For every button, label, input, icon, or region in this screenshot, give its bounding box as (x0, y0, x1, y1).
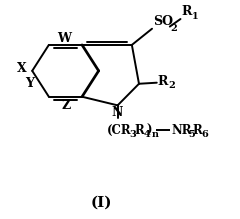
Text: W: W (57, 32, 71, 44)
Text: R: R (182, 5, 192, 18)
Text: 2: 2 (170, 24, 177, 33)
Text: SO: SO (153, 15, 173, 28)
Text: R: R (134, 124, 144, 137)
Text: 3: 3 (130, 130, 136, 139)
Text: 1: 1 (192, 12, 198, 21)
Text: NR: NR (171, 124, 192, 137)
Text: N: N (111, 106, 123, 119)
Text: Y: Y (25, 77, 34, 90)
Text: 5: 5 (188, 130, 195, 139)
Text: R: R (192, 124, 202, 137)
Text: X: X (17, 62, 26, 75)
Text: (CR: (CR (107, 124, 132, 137)
Text: ): ) (147, 124, 152, 137)
Text: 2: 2 (168, 81, 175, 90)
Text: 6: 6 (202, 130, 209, 139)
Text: 4: 4 (144, 130, 150, 139)
Text: (I): (I) (90, 196, 112, 210)
Text: R: R (158, 75, 168, 88)
Text: n: n (151, 130, 158, 139)
Text: Z: Z (62, 99, 71, 112)
